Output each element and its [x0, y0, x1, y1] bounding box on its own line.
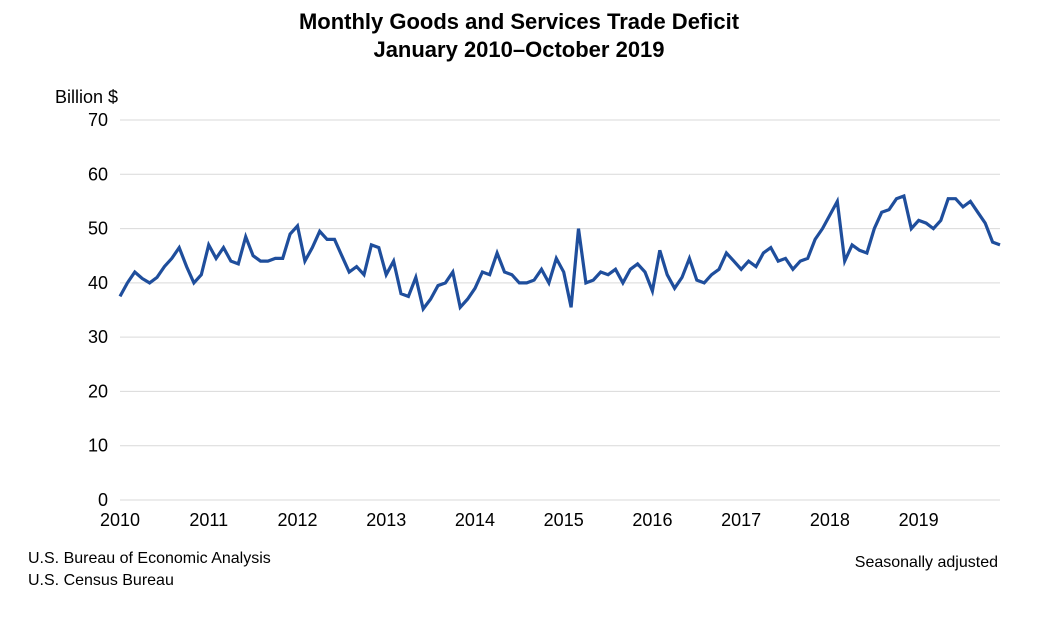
chart-container: Monthly Goods and Services Trade Deficit…: [0, 0, 1038, 628]
y-tick-label: 30: [88, 327, 108, 347]
x-tick-label: 2014: [455, 510, 495, 530]
x-tick-label: 2013: [366, 510, 406, 530]
x-tick-label: 2015: [544, 510, 584, 530]
x-tick-label: 2018: [810, 510, 850, 530]
x-tick-label: 2012: [277, 510, 317, 530]
x-tick-label: 2010: [100, 510, 140, 530]
y-tick-label: 0: [98, 490, 108, 510]
adjustment-note: Seasonally adjusted: [855, 554, 998, 572]
y-tick-label: 20: [88, 381, 108, 401]
x-tick-label: 2016: [632, 510, 672, 530]
trade-deficit-series: [120, 196, 1000, 309]
x-tick-label: 2011: [189, 510, 228, 530]
line-chart: 0 10 20 30 40 50 60 70 2010 2011 2012 2013 2014 2015 2…: [0, 0, 1038, 628]
source-attribution: U.S. Bureau of Economic Analysis U.S. Ce…: [28, 548, 271, 591]
y-tick-label: 50: [88, 219, 108, 239]
x-tick-label: 2017: [721, 510, 761, 530]
source-line1: U.S. Bureau of Economic Analysis: [28, 548, 271, 570]
y-tick-label: 60: [88, 164, 108, 184]
y-tick-label: 70: [88, 110, 108, 130]
source-line2: U.S. Census Bureau: [28, 570, 271, 592]
y-tick-label: 10: [88, 436, 108, 456]
y-tick-label: 40: [88, 273, 108, 293]
x-tick-label: 2019: [899, 510, 939, 530]
